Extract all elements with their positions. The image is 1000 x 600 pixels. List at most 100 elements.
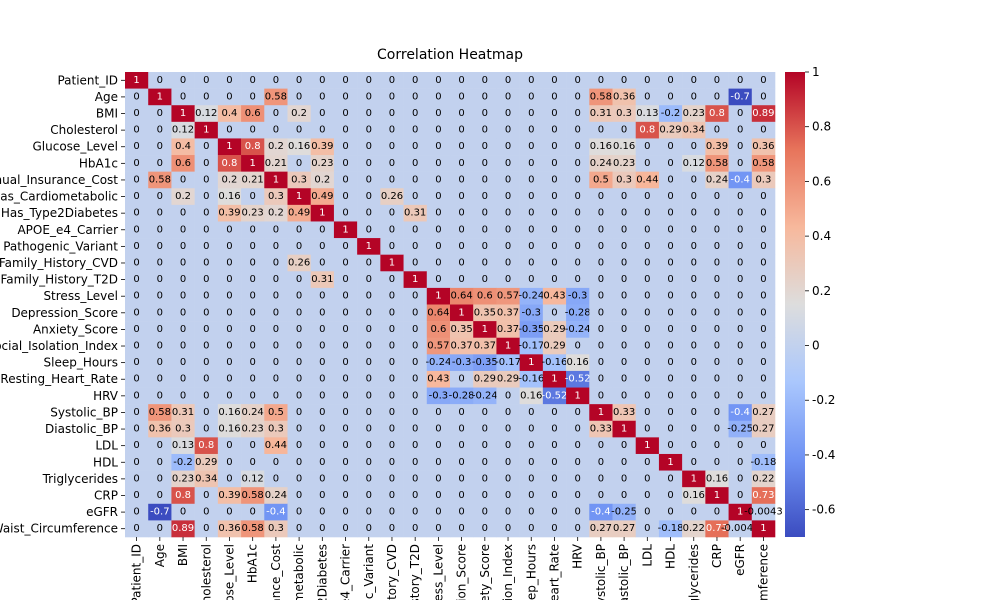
heatmap-cell xyxy=(403,337,428,355)
cell-label: 0 xyxy=(458,108,464,119)
heatmap-cell xyxy=(519,72,544,89)
heatmap-cell xyxy=(496,155,520,172)
x-tick-label: Pathogenic_Variant xyxy=(362,544,376,600)
heatmap-cell xyxy=(333,470,358,488)
heatmap-cell xyxy=(357,404,381,422)
y-tick-label: Stress_Level xyxy=(43,289,118,303)
cell-label: 0 xyxy=(691,357,697,368)
heatmap-cell xyxy=(566,404,590,422)
cell-label: 0.31 xyxy=(404,208,426,219)
heatmap-cell xyxy=(542,155,567,172)
heatmap-cell xyxy=(566,171,590,189)
heatmap-cell xyxy=(566,221,590,239)
heatmap-cell xyxy=(380,204,404,222)
heatmap-cell xyxy=(519,287,544,305)
cell-label: 0 xyxy=(644,291,650,302)
cell-label: 0 xyxy=(737,357,743,368)
cell-label: 1 xyxy=(458,307,464,318)
heatmap-cell xyxy=(612,138,637,156)
cell-label: 0 xyxy=(435,208,441,219)
cell-label: 0 xyxy=(389,141,395,152)
heatmap-cell xyxy=(705,321,729,339)
cell-label: 0 xyxy=(366,257,372,268)
heatmap-cell xyxy=(496,404,520,422)
cell-label: 0.16 xyxy=(218,191,240,202)
heatmap-cell xyxy=(589,503,613,521)
cell-label: 0 xyxy=(505,390,511,401)
heatmap-cell xyxy=(589,420,613,438)
heatmap-cell xyxy=(171,337,195,355)
cell-label: 0 xyxy=(203,208,209,219)
cell-label: 0.39 xyxy=(311,141,333,152)
cell-label: 0 xyxy=(133,341,139,352)
cell-label: 0 xyxy=(389,241,395,252)
cell-label: 0 xyxy=(366,440,372,451)
heatmap-cell xyxy=(728,238,753,255)
heatmap-cell xyxy=(635,204,660,222)
cell-label: 0 xyxy=(737,141,743,152)
heatmap-cell xyxy=(450,370,474,388)
heatmap-cell xyxy=(519,437,544,455)
heatmap-cell xyxy=(542,321,567,339)
heatmap-cell xyxy=(333,238,358,255)
heatmap-cell xyxy=(426,354,451,372)
heatmap-cell xyxy=(566,503,590,521)
cell-label: 0 xyxy=(249,390,255,401)
heatmap-cell xyxy=(148,321,172,339)
heatmap-cell xyxy=(705,370,729,388)
cell-label: 0.57 xyxy=(497,291,519,302)
heatmap-cell xyxy=(426,155,451,172)
cell-label: 0.58 xyxy=(590,91,612,102)
cell-label: 0 xyxy=(435,108,441,119)
cell-label: 1 xyxy=(760,523,766,534)
cell-label: 0 xyxy=(667,257,673,268)
heatmap-cell xyxy=(171,487,195,505)
heatmap-cell xyxy=(310,304,335,322)
x-tick-label: Depression_Score xyxy=(455,544,469,600)
heatmap-cell xyxy=(612,404,637,422)
heatmap-cell xyxy=(241,238,265,255)
heatmap-cell xyxy=(728,221,753,239)
x-tick-label: Systolic_BP xyxy=(594,544,608,600)
heatmap-cell xyxy=(519,453,544,471)
heatmap-cell xyxy=(357,204,381,222)
cell-label: 0 xyxy=(760,307,766,318)
heatmap-cell xyxy=(496,370,520,388)
cell-label: 0 xyxy=(435,91,441,102)
heatmap-cell xyxy=(496,221,520,239)
heatmap-cell xyxy=(241,503,265,521)
cell-label: 0 xyxy=(273,324,279,335)
cell-label: 0.3 xyxy=(268,523,284,534)
heatmap-cell xyxy=(682,387,706,405)
cell-label: 0 xyxy=(458,125,464,136)
cell-label: 0 xyxy=(412,91,418,102)
cell-label: 0 xyxy=(528,440,534,451)
cell-label: 0 xyxy=(203,357,209,368)
heatmap-cell xyxy=(519,121,544,139)
x-tick-label: BMI xyxy=(176,544,190,566)
cell-label: 0 xyxy=(412,307,418,318)
cell-label: 0 xyxy=(133,424,139,435)
cell-label: 0 xyxy=(714,257,720,268)
cell-label: 0.6 xyxy=(175,158,191,169)
heatmap-cell xyxy=(635,503,660,521)
heatmap-cell xyxy=(589,155,613,172)
cell-label: 0 xyxy=(389,125,395,136)
cell-label: 0.36 xyxy=(613,91,635,102)
cell-label: 0 xyxy=(714,91,720,102)
heatmap-cell xyxy=(380,105,404,123)
heatmap-cell xyxy=(519,88,544,106)
heatmap-cell xyxy=(635,155,660,172)
cell-label: 0 xyxy=(458,257,464,268)
cell-label: 0 xyxy=(621,324,627,335)
cell-label: 0 xyxy=(366,208,372,219)
cell-label: 0 xyxy=(296,424,302,435)
cell-label: 0 xyxy=(598,75,604,86)
heatmap-cell xyxy=(194,138,219,156)
cell-label: 0.22 xyxy=(752,473,774,484)
cell-label: 0 xyxy=(412,523,418,534)
heatmap-cell xyxy=(171,437,195,455)
cell-label: 0.16 xyxy=(613,141,635,152)
cell-label: 0 xyxy=(667,490,673,501)
heatmap-cell xyxy=(682,453,706,471)
